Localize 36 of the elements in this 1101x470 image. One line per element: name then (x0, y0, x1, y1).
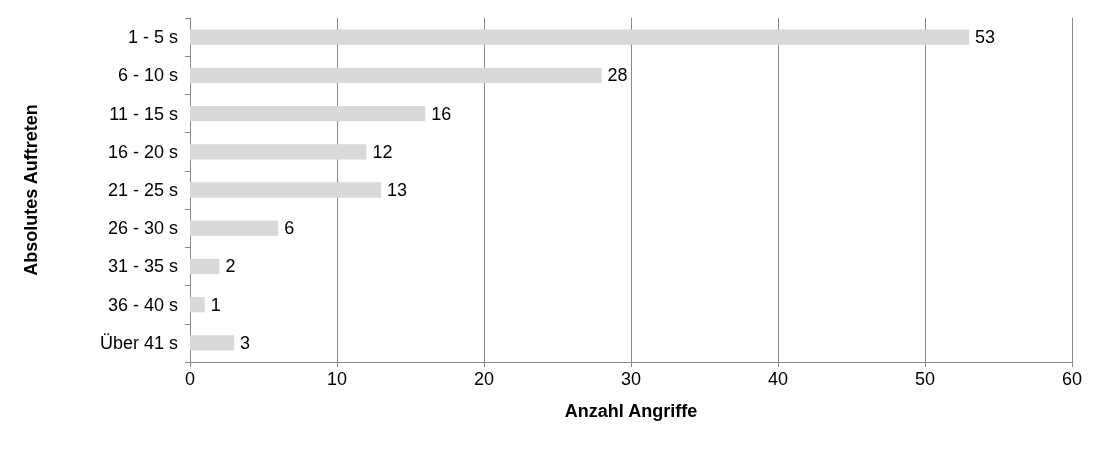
x-tick-label: 30 (620, 369, 642, 389)
bar (190, 297, 205, 313)
y-tick-label: 1 - 5 s (127, 27, 178, 48)
x-tick-label: 40 (767, 369, 789, 389)
data-label: 28 (607, 65, 628, 86)
y-tick-label: 16 - 20 s (107, 141, 178, 162)
data-label: 2 (225, 256, 236, 277)
x-tick-label: 0 (184, 369, 196, 389)
data-label: 3 (240, 332, 251, 353)
data-label: 6 (284, 218, 295, 239)
y-tick-label: 36 - 40 s (107, 294, 178, 315)
y-tick-label: Über 41 s (99, 332, 178, 353)
y-tick-label: 6 - 10 s (117, 65, 178, 86)
bar (190, 144, 367, 160)
data-label: 53 (975, 27, 996, 48)
bar (190, 105, 426, 122)
bar (190, 29, 970, 45)
bar (190, 67, 602, 83)
x-tick-label: 50 (914, 369, 936, 389)
y-tick-label: 26 - 30 s (107, 218, 178, 239)
y-axis-title: Absolutes Auftreten (21, 104, 41, 276)
bar (190, 220, 279, 236)
bar (190, 335, 235, 351)
y-tick-label: 31 - 35 s (107, 256, 178, 277)
y-tick-label: 11 - 15 s (109, 103, 178, 124)
data-label: 12 (372, 141, 393, 162)
data-label: 1 (210, 294, 221, 315)
data-label: 16 (431, 103, 452, 124)
x-axis-title: Anzahl Angriffe (564, 401, 698, 421)
x-tick-label: 20 (473, 369, 495, 389)
x-tick-label: 10 (326, 369, 348, 389)
bar (190, 182, 382, 198)
data-label: 13 (387, 180, 408, 200)
y-tick-label: 21 - 25 s (107, 180, 178, 200)
x-tick-label: 60 (1061, 369, 1083, 389)
bar (190, 258, 220, 275)
